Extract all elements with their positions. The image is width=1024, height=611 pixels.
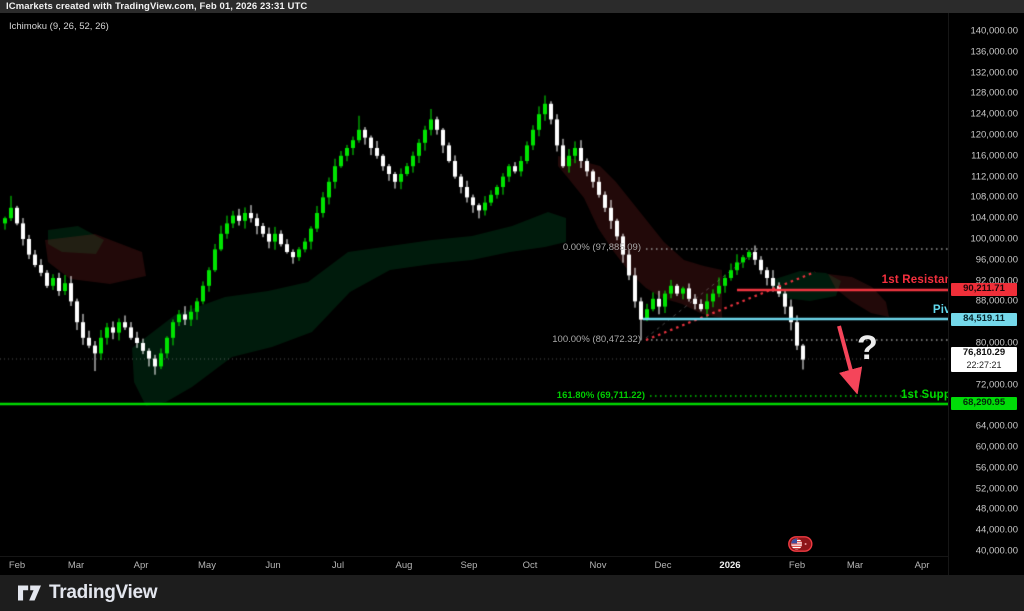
price-axis-label: 52,000.00 [975, 483, 1018, 495]
price-axis-label: 44,000.00 [975, 524, 1018, 536]
fib-100-label[interactable]: 100.00% (80,472.32) [552, 334, 641, 345]
price-axis-label: 116,000.00 [971, 150, 1018, 162]
fib-0-label[interactable]: 0.00% (97,885.09) [562, 242, 641, 253]
resistance-price-tag: 90,211.71 [951, 283, 1017, 297]
price-axis-label: 72,000.00 [975, 379, 1018, 391]
support-price-tag: 68,290.95 [951, 397, 1017, 411]
fib-161-label[interactable]: 161.80% (69,711.22) [556, 390, 645, 401]
watermark-text: ICmarkets created with TradingView.com, … [6, 1, 308, 12]
price-axis-label: 104,000.00 [970, 212, 1018, 224]
watermark-bar: ICmarkets created with TradingView.com, … [0, 0, 1024, 13]
time-axis-label: Dec [654, 560, 672, 571]
price-axis-label: 60,000.00 [975, 441, 1018, 453]
time-axis-label: Apr [914, 560, 930, 571]
time-axis-label: Apr [133, 560, 149, 571]
price-axis-label: 140,000.00 [970, 25, 1018, 37]
price-axis-label: 48,000.00 [975, 503, 1018, 515]
price-axis-label: 64,000.00 [975, 420, 1018, 432]
price-axis-label: 128,000.00 [970, 87, 1018, 99]
us-flag-event-icon[interactable] [788, 536, 813, 552]
price-axis-label: 96,000.00 [975, 254, 1018, 266]
down-arrow-annotation[interactable] [828, 322, 872, 394]
time-axis-label: Aug [395, 560, 413, 571]
time-axis-label: Feb [8, 560, 26, 571]
time-axis-label: Sep [460, 560, 478, 571]
tradingview-logo[interactable]: TradingView [18, 582, 158, 604]
time-axis-label: Nov [589, 560, 607, 571]
price-axis-label: 100,000.00 [970, 233, 1018, 245]
indicator-label[interactable]: Ichimoku (9, 26, 52, 26) [9, 21, 109, 32]
price-axis-label: 40,000.00 [975, 545, 1018, 557]
price-axis-label: 112,000.00 [971, 171, 1018, 183]
branding-bar: TradingView [0, 575, 1024, 611]
tradingview-logo-text: TradingView [49, 582, 158, 603]
time-axis-label: Mar [846, 560, 864, 571]
price-axis-label: 108,000.00 [970, 191, 1018, 203]
price-axis-label: 56,000.00 [975, 462, 1018, 474]
pivot-price-tag: 84,519.11 [951, 313, 1017, 326]
time-axis-label: Mar [67, 560, 85, 571]
price-axis-label: 136,000.00 [970, 46, 1018, 58]
bar-countdown: 22:27:21 [966, 360, 1002, 371]
price-axis-label: 124,000.00 [970, 108, 1018, 120]
price-axis-label: 132,000.00 [970, 67, 1018, 79]
time-axis-label: 2026 [719, 560, 741, 571]
last-price-value: 76,810.29 [962, 347, 1006, 359]
time-axis-label: Feb [788, 560, 806, 571]
time-axis-label: Oct [522, 560, 538, 571]
price-axis[interactable]: 90,211.71 84,519.11 76,810.29 22:27:21 6… [948, 13, 1024, 575]
price-axis-label: 88,000.00 [975, 295, 1018, 307]
price-axis-label: 120,000.00 [970, 129, 1018, 141]
time-axis-label: May [198, 560, 216, 571]
time-axis-label: Jul [331, 560, 345, 571]
last-price-tag: 76,810.29 22:27:21 [951, 347, 1017, 373]
time-axis-label: Jun [265, 560, 281, 571]
time-axis[interactable]: Feb Mar Apr May Jun Jul Aug Sep Oct Nov Dec 2026 Feb… [0, 556, 948, 576]
tradingview-logo-icon [18, 585, 41, 601]
